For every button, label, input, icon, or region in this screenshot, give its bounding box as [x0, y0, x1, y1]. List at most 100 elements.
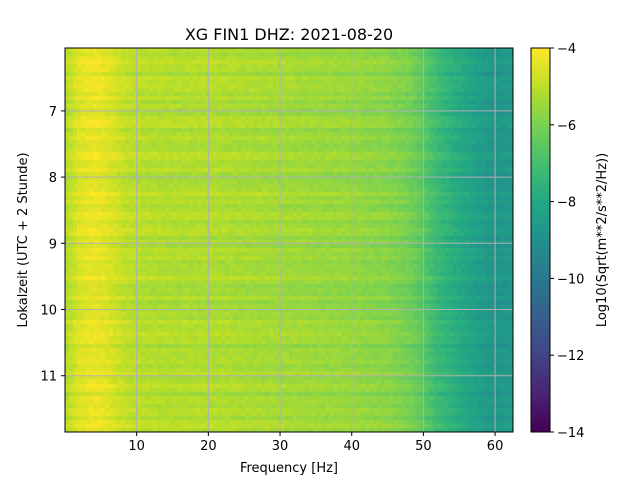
- heatmap-cell: [69, 60, 74, 65]
- heatmap-cell: [129, 124, 134, 129]
- heatmap-cell: [505, 212, 510, 217]
- heatmap-cell: [465, 124, 470, 129]
- heatmap-cell: [293, 108, 298, 113]
- heatmap-cell: [321, 184, 326, 189]
- heatmap-cell: [121, 168, 126, 173]
- heatmap-cell: [69, 204, 74, 209]
- heatmap-cell: [153, 212, 158, 217]
- heatmap-cell: [77, 200, 82, 205]
- heatmap-cell: [401, 72, 406, 77]
- heatmap-cell: [205, 104, 210, 109]
- heatmap-cell: [77, 224, 82, 229]
- heatmap-cell: [297, 100, 302, 105]
- heatmap-cell: [161, 204, 166, 209]
- heatmap-cell: [441, 156, 446, 161]
- heatmap-cell: [437, 204, 442, 209]
- heatmap-cell: [121, 180, 126, 185]
- heatmap-cell: [485, 152, 490, 157]
- heatmap-cell: [481, 220, 486, 225]
- heatmap-cell: [201, 168, 206, 173]
- heatmap-cell: [269, 192, 274, 197]
- heatmap-cell: [193, 64, 198, 69]
- heatmap-cell: [117, 68, 122, 73]
- heatmap-cell: [165, 112, 170, 117]
- heatmap-cell: [269, 144, 274, 149]
- heatmap-cell: [97, 176, 102, 181]
- heatmap-cell: [485, 116, 490, 121]
- heatmap-cell: [321, 100, 326, 105]
- heatmap-cell: [509, 80, 513, 85]
- heatmap-cell: [117, 196, 122, 201]
- heatmap-cell: [341, 64, 346, 69]
- heatmap-cell: [457, 184, 462, 189]
- heatmap-cell: [205, 120, 210, 125]
- heatmap-cell: [321, 88, 326, 93]
- heatmap-cell: [65, 220, 70, 225]
- heatmap-cell: [361, 208, 366, 213]
- heatmap-cell: [329, 124, 334, 129]
- heatmap-cell: [213, 112, 218, 117]
- heatmap-cell: [445, 172, 450, 177]
- heatmap-cell: [245, 120, 250, 125]
- heatmap-cell: [277, 124, 282, 129]
- heatmap-cell: [109, 196, 114, 201]
- heatmap-cell: [281, 148, 286, 153]
- heatmap-cell: [225, 208, 230, 213]
- heatmap-cell: [473, 220, 478, 225]
- heatmap-cell: [377, 192, 382, 197]
- heatmap-cell: [489, 148, 494, 153]
- heatmap-cell: [285, 192, 290, 197]
- heatmap-cell: [397, 196, 402, 201]
- heatmap-cell: [137, 128, 142, 133]
- heatmap-cell: [405, 48, 410, 53]
- heatmap-cell: [181, 60, 186, 65]
- heatmap-cell: [141, 132, 146, 137]
- heatmap-cell: [245, 220, 250, 225]
- heatmap-cell: [181, 88, 186, 93]
- heatmap-cell: [429, 64, 434, 69]
- heatmap-cell: [281, 144, 286, 149]
- heatmap-cell: [149, 100, 154, 105]
- heatmap-cell: [145, 72, 150, 77]
- heatmap-cell: [413, 196, 418, 201]
- heatmap-cell: [261, 148, 266, 153]
- heatmap-cell: [73, 172, 78, 177]
- heatmap-cell: [485, 124, 490, 129]
- heatmap-cell: [217, 152, 222, 157]
- heatmap-cell: [389, 116, 394, 121]
- heatmap-cell: [293, 136, 298, 141]
- heatmap-cell: [417, 76, 422, 81]
- heatmap-cell: [189, 100, 194, 105]
- heatmap-cell: [77, 160, 82, 165]
- heatmap-cell: [417, 216, 422, 221]
- heatmap-cell: [305, 48, 310, 53]
- heatmap-cell: [261, 88, 266, 93]
- heatmap-cell: [85, 92, 90, 97]
- heatmap-cell: [73, 120, 78, 125]
- heatmap-cell: [309, 140, 314, 145]
- heatmap-cell: [245, 124, 250, 129]
- heatmap-cell: [169, 188, 174, 193]
- heatmap-cell: [69, 192, 74, 197]
- heatmap-cell: [353, 128, 358, 133]
- heatmap-cell: [437, 188, 442, 193]
- heatmap-cell: [405, 116, 410, 121]
- heatmap-cell: [257, 80, 262, 85]
- heatmap-cell: [461, 200, 466, 205]
- heatmap-cell: [273, 60, 278, 65]
- heatmap-cell: [169, 132, 174, 137]
- heatmap-cell: [357, 184, 362, 189]
- heatmap-cell: [365, 148, 370, 153]
- heatmap-cell: [133, 200, 138, 205]
- heatmap-cell: [377, 76, 382, 81]
- heatmap-cell: [417, 128, 422, 133]
- heatmap-cell: [265, 160, 270, 165]
- heatmap-cell: [237, 56, 242, 61]
- heatmap-cell: [301, 172, 306, 177]
- heatmap-cell: [77, 60, 82, 65]
- heatmap-cell: [309, 84, 314, 89]
- heatmap-cell: [93, 216, 98, 221]
- heatmap-cell: [85, 208, 90, 213]
- heatmap-cell: [145, 156, 150, 161]
- heatmap-cell: [341, 56, 346, 61]
